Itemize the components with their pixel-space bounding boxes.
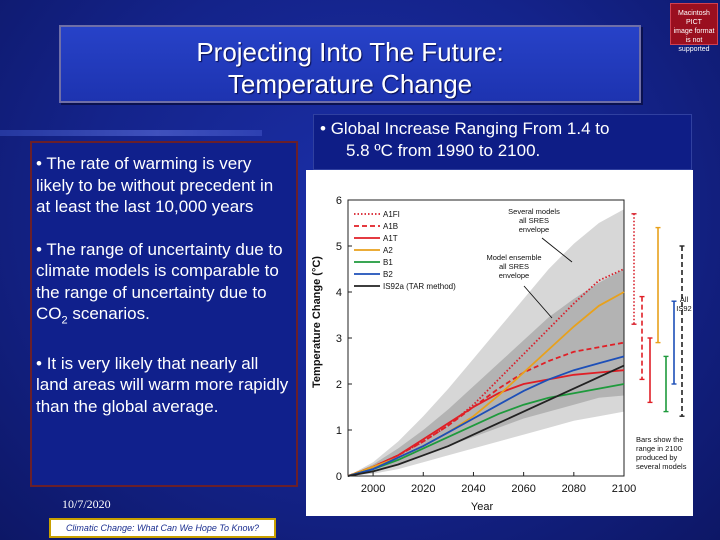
series-line-a1t <box>347 369 625 477</box>
bullet-panel: • The rate of warming is very likely to … <box>30 141 298 487</box>
x-tick-label: 2020 <box>411 483 435 495</box>
pict-badge-line: is not supported <box>678 37 710 53</box>
slide-date: 10/7/2020 <box>62 497 111 511</box>
uncertainty-envelope <box>348 269 624 476</box>
y-tick-label: 0 <box>336 471 342 483</box>
x-tick-label: 2100 <box>612 483 636 495</box>
legend-label: IS92a (TAR method) <box>383 282 456 291</box>
annotation-all-is92: All <box>680 295 689 304</box>
y-tick-label: 4 <box>336 287 342 299</box>
bullet-marker: • <box>36 239 42 259</box>
slide-title: Projecting Into The Future: Temperature … <box>59 25 641 103</box>
annotation-model-ensemble: all SRES <box>499 262 529 271</box>
bullet-marker: • <box>36 154 42 173</box>
right-bullet-line-1: • Global Increase Ranging From 1.4 to <box>320 118 685 140</box>
bullet-item: • The rate of warming is very likely to … <box>36 153 292 218</box>
bullet-text: The range of uncertainty due to climate … <box>36 239 283 324</box>
annotation-several-models: envelope <box>519 225 549 234</box>
y-tick-label: 3 <box>336 333 342 345</box>
legend-label: A2 <box>383 246 393 255</box>
x-tick-label: 2080 <box>562 483 586 495</box>
bullet-text-tail: scenarios. <box>67 304 150 323</box>
annotation-all-is92: IS92 <box>676 304 691 313</box>
decorative-bar <box>0 130 262 136</box>
legend-label: A1B <box>383 222 398 231</box>
y-tick-label: 5 <box>336 241 342 253</box>
y-tick-label: 6 <box>336 195 342 207</box>
bullet-item: • It is very likely that nearly all land… <box>36 353 292 418</box>
pict-badge-line: image format <box>673 28 715 35</box>
chart-svg: 0 1 2 3 4 5 6 2000 2020 2040 2060 2080 2100 A1FI A1B A… <box>311 195 692 513</box>
legend-label: A1FI <box>383 210 400 219</box>
legend-label: B2 <box>383 270 393 279</box>
temperature-chart: 0 1 2 3 4 5 6 2000 2020 2040 2060 2080 2100 A1FI A1B A… <box>306 170 693 516</box>
bullet-marker: • <box>36 353 42 373</box>
right-bullet: • Global Increase Ranging From 1.4 to 5.… <box>313 114 692 170</box>
pict-badge-line: Macintosh PICT <box>678 10 710 26</box>
footer-caption: Climatic Change: What Can We Hope To Kno… <box>49 518 276 538</box>
series-line-b2 <box>347 355 625 477</box>
x-tick-label: 2040 <box>461 483 485 495</box>
legend-label: B1 <box>383 258 393 267</box>
y-tick-label: 1 <box>336 425 342 437</box>
right-bullet-text-1: Global Increase Ranging From 1.4 to <box>330 119 610 138</box>
annotation-model-ensemble: envelope <box>499 271 529 280</box>
annotation-model-ensemble: Model ensemble <box>486 253 541 262</box>
bullet-text: It is very likely that nearly all land a… <box>36 353 289 416</box>
annotation-bars-note: several models <box>636 462 687 471</box>
y-tick-label: 2 <box>336 379 342 391</box>
annotation-bars-note: produced by <box>636 453 678 462</box>
legend-label: A1T <box>383 234 398 243</box>
annotation-several-models: Several models <box>508 207 560 216</box>
annotation-several-models: all SRES <box>519 216 549 225</box>
bullet-marker: • <box>320 119 326 138</box>
x-tick-label: 2000 <box>361 483 385 495</box>
right-bullet-text-2: 5.8 ºC from 1990 to 2100. <box>346 141 541 160</box>
co2-subscript: 2 <box>61 314 68 327</box>
title-line-2: Temperature Change <box>227 69 473 99</box>
annotation-arrow <box>541 237 573 263</box>
series-line-is92a <box>347 364 625 477</box>
unsupported-image-placeholder: Macintosh PICT image format is not suppo… <box>670 3 718 53</box>
bullet-text: The rate of warming is very likely to be… <box>36 154 274 216</box>
bullet-item: • The range of uncertainty due to climat… <box>36 239 292 332</box>
annotation-arrow <box>523 285 553 319</box>
title-line-1: Projecting Into The Future: <box>196 37 504 67</box>
x-axis-label: Year <box>471 501 494 513</box>
series-line-b1 <box>347 383 625 477</box>
y-axis-label: Temperature Change (°C) <box>311 256 323 388</box>
annotation-bars-note: range in 2100 <box>636 444 682 453</box>
x-tick-label: 2060 <box>511 483 535 495</box>
annotation-bars-note: Bars show the <box>636 435 684 444</box>
